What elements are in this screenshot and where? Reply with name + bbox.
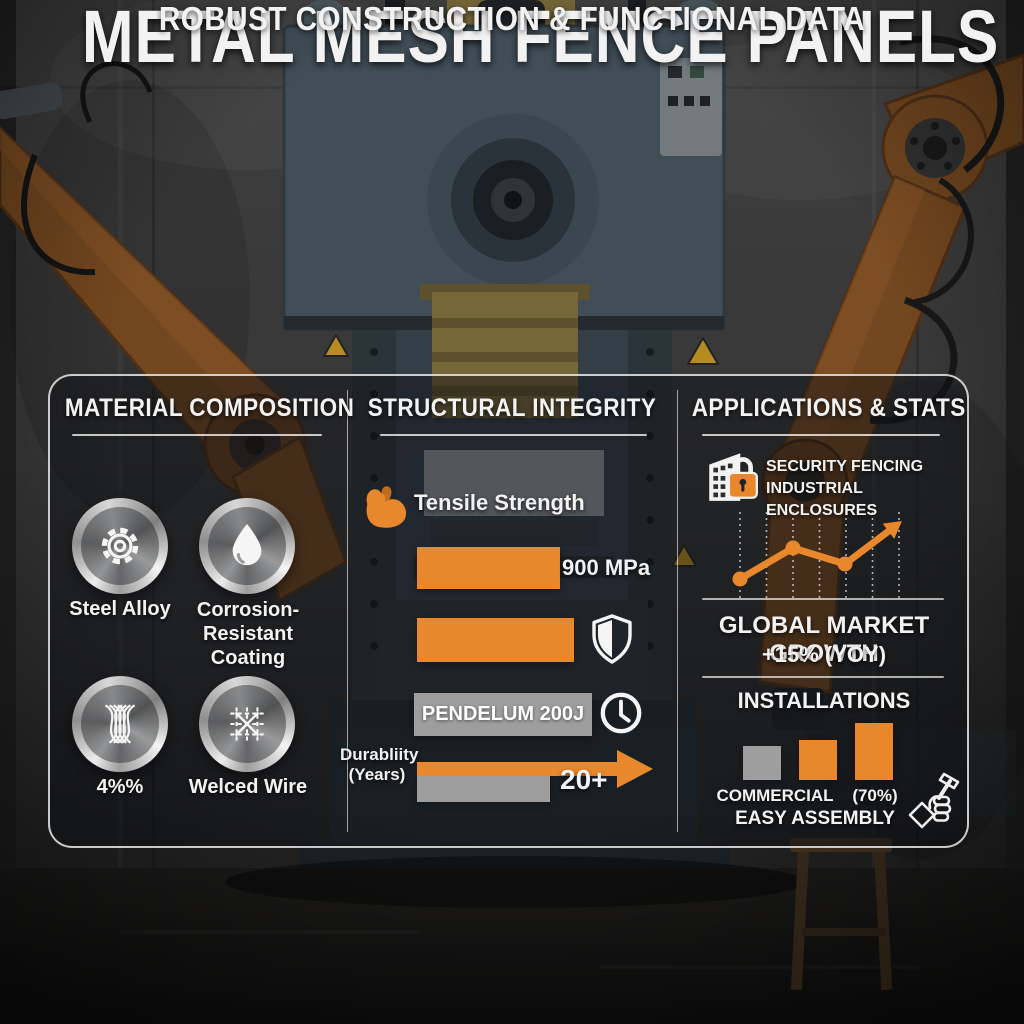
durability-value-label: 20+ xyxy=(560,764,608,795)
installations-bar xyxy=(799,740,837,780)
durability-bar xyxy=(417,772,550,802)
column-divider xyxy=(677,390,678,832)
gear-icon xyxy=(101,527,139,565)
material-item xyxy=(72,498,168,594)
shield-icon xyxy=(592,614,632,664)
welded-mesh-icon xyxy=(230,707,264,741)
market-trend-chart xyxy=(732,512,902,598)
material-item-label: 4%% xyxy=(96,776,144,798)
market-trend-chart-wrap xyxy=(725,502,959,611)
installations-percent-label: (70%) xyxy=(852,786,898,805)
ring-inner xyxy=(81,507,159,585)
structural-heading: STRUCTURAL INTEGRITY xyxy=(367,394,657,422)
droplet-icon xyxy=(232,523,262,566)
material-item-label: Corrosion-Resistant Coating xyxy=(196,599,300,669)
info-panel: MATERIAL COMPOSITION xyxy=(48,374,969,848)
material-item-label: Welced Wire xyxy=(188,776,308,798)
easy-assembly-label: EASY ASSEMBLY xyxy=(735,808,895,829)
ring-inner xyxy=(208,507,286,585)
durability-arrow-icon xyxy=(417,750,653,788)
column-divider xyxy=(347,390,348,832)
material-item xyxy=(199,498,295,594)
installations-bar xyxy=(855,723,893,780)
material-item xyxy=(72,676,168,772)
material-heading: MATERIAL COMPOSITION xyxy=(64,394,355,422)
page-title: METAL MESH FENCE PANELS xyxy=(81,0,1000,78)
durability-axis-label: Durabliity (Years) xyxy=(340,745,419,785)
section-rule xyxy=(702,676,944,678)
installations-category-label: COMMERCIAL xyxy=(716,786,834,805)
clock-icon xyxy=(600,692,642,734)
heading-rule xyxy=(702,434,940,436)
installations-bar-chart xyxy=(743,716,943,780)
tensile-strength-label: Tensile Strength xyxy=(414,490,585,515)
installations-bar xyxy=(743,746,781,780)
installations-heading: INSTALLATIONS xyxy=(737,688,911,713)
building-lock-icon xyxy=(709,453,758,501)
security-line2: INDUSTRIAL ENCLOSURES xyxy=(766,480,878,519)
market-growth-label: GLOBAL MARKET GROWTH xyxy=(718,612,930,667)
tensile-strength-bar xyxy=(417,547,560,589)
durability-label-line1: Durabliity xyxy=(340,745,419,764)
applications-heading: APPLICATIONS & STATS xyxy=(691,394,966,422)
page-subtitle: ROBUST CONSTRUCTION & FUNCTIONAL DATA xyxy=(158,0,866,37)
tensile-value-label: 900 MPa xyxy=(562,555,651,580)
section-rule xyxy=(702,598,944,600)
ring-inner xyxy=(81,685,159,763)
wire-strands-icon xyxy=(104,704,136,744)
pendulum-bar: PENDELUM 200J xyxy=(414,693,592,736)
impact-resistance-bar xyxy=(417,618,574,662)
security-line1: SECURITY FENCING xyxy=(766,458,924,475)
heading-rule xyxy=(380,434,647,436)
material-item-label: Steel Alloy xyxy=(69,598,171,620)
material-item xyxy=(199,676,295,772)
ring-inner xyxy=(208,685,286,763)
bicep-icon xyxy=(366,486,407,528)
security-applications-label: SECURITY FENCING INDUSTRIAL ENCLOSURES xyxy=(766,456,966,522)
durability-label-line2: (Years) xyxy=(348,765,406,784)
market-growth-value: +15% (YOY) xyxy=(761,642,887,667)
heading-rule xyxy=(72,434,322,436)
hammer-hand-icon xyxy=(908,772,960,829)
